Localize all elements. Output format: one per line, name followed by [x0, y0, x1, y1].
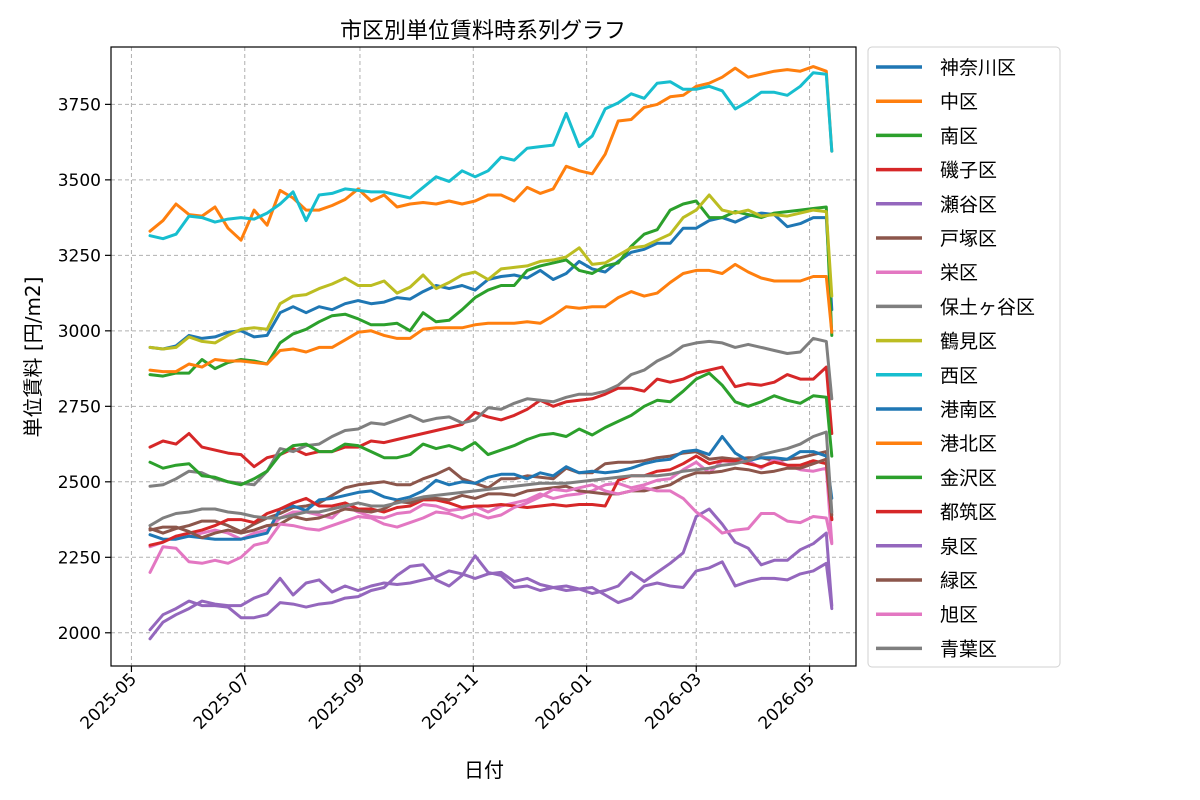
- series-line-泉区: [148, 560, 834, 641]
- y-tick-label: 3000: [58, 322, 101, 342]
- series-line-神奈川区: [148, 211, 834, 351]
- legend-label: 保土ヶ谷区: [940, 296, 1035, 318]
- legend-label: 中区: [940, 91, 978, 113]
- series-line-旭区: [148, 483, 834, 574]
- legend-label: 港南区: [940, 399, 997, 421]
- legend-label: 磯子区: [940, 160, 997, 182]
- series-line-青葉区: [148, 430, 834, 528]
- y-tick-label: 2750: [58, 397, 101, 417]
- y-tick-label: 2500: [58, 473, 101, 493]
- legend-label: 旭区: [940, 604, 978, 626]
- y-tick-label: 2250: [58, 548, 101, 568]
- y-tick-label: 3500: [58, 171, 101, 191]
- plot-frame: [110, 46, 857, 667]
- series-line-鶴見区: [148, 193, 834, 351]
- y-tick-label: 3250: [58, 246, 101, 266]
- legend-label: 金沢区: [940, 467, 997, 489]
- series-line-港北区: [148, 262, 834, 374]
- x-axis-label: 日付: [464, 758, 504, 782]
- legend-label: 鶴見区: [940, 331, 997, 353]
- y-tick-label: 2000: [58, 624, 101, 644]
- legend: 神奈川区中区南区磯子区瀬谷区戸塚区栄区保土ヶ谷区鶴見区西区港南区港北区金沢区都筑…: [867, 46, 1061, 668]
- series-line-都筑区: [148, 454, 834, 547]
- y-axis-label: 単位賃料 [円/m2]: [21, 277, 45, 438]
- legend-label: 西区: [940, 365, 978, 387]
- grid-lines: [111, 47, 856, 666]
- legend-label: 戸塚区: [940, 228, 997, 250]
- series-line-中区: [148, 65, 834, 242]
- legend-label: 栄区: [940, 262, 978, 284]
- series-line-緑区: [148, 457, 834, 540]
- y-axis-ticks: 2000 2250 2500 2750 3000 3250 3500 3750: [58, 95, 111, 644]
- series-line-西区: [148, 71, 834, 241]
- series-line-金沢区: [148, 371, 834, 487]
- series-lines: [148, 65, 834, 641]
- legend-label: 緑区: [940, 570, 978, 592]
- series-line-港南区: [148, 435, 834, 541]
- chart-title: 市区別単位賃料時系列グラフ: [340, 19, 626, 44]
- legend-label: 港北区: [940, 433, 997, 455]
- y-tick-label: 3750: [58, 95, 101, 115]
- legend-label: 都筑区: [940, 502, 997, 524]
- legend-items: 神奈川区中区南区磯子区瀬谷区戸塚区栄区保土ヶ谷区鶴見区西区港南区港北区金沢区都筑…: [876, 57, 1035, 660]
- legend-label: 青葉区: [940, 638, 997, 660]
- series-line-磯子区: [148, 365, 834, 469]
- legend-label: 瀬谷区: [940, 194, 997, 216]
- legend-label: 泉区: [940, 536, 978, 558]
- legend-label: 南区: [940, 125, 978, 147]
- legend-label: 神奈川区: [940, 57, 1016, 79]
